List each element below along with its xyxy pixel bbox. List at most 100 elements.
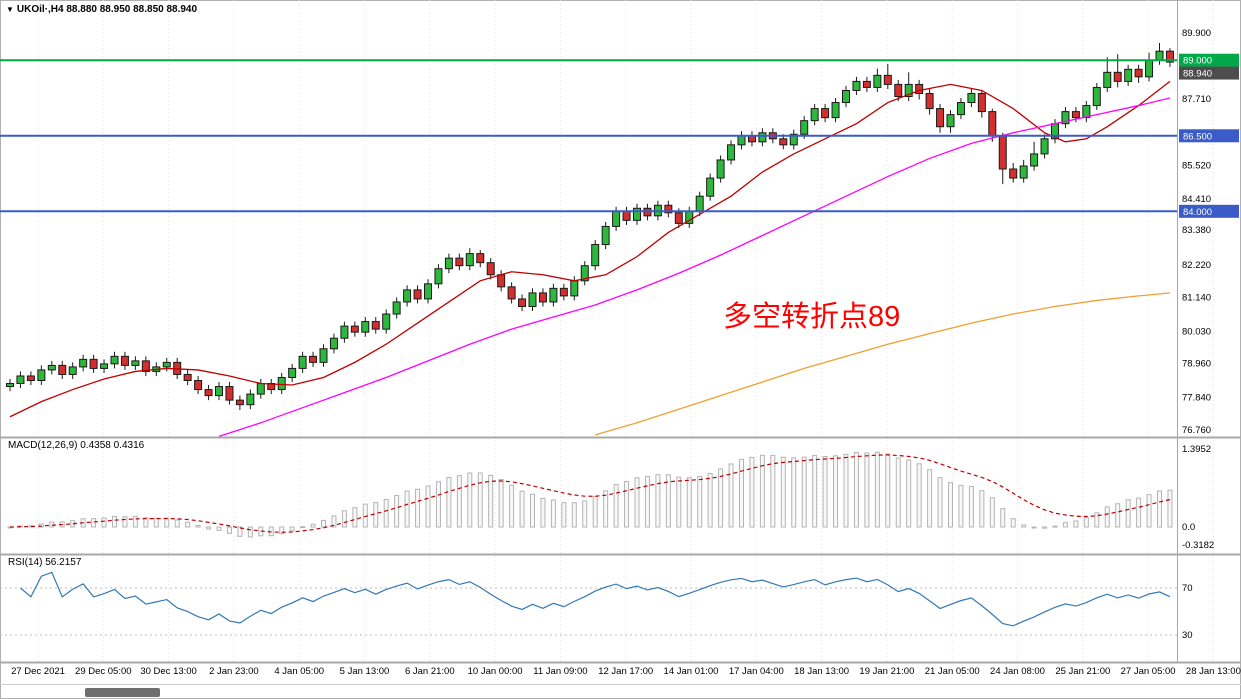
candle-down xyxy=(194,380,203,391)
macd-histogram-bar xyxy=(1083,517,1089,528)
macd-histogram-bar xyxy=(989,497,995,528)
macd-histogram-bar xyxy=(195,525,201,528)
macd-pane[interactable] xyxy=(7,451,1173,538)
candle-down xyxy=(1134,68,1143,78)
candle-down xyxy=(1009,168,1018,179)
candle-up xyxy=(727,144,736,161)
macd-histogram-bar xyxy=(373,502,379,528)
macd-histogram-bar xyxy=(1157,490,1162,528)
candle-up xyxy=(382,313,391,330)
candle-up xyxy=(810,108,819,122)
macd-histogram-bar xyxy=(530,493,535,528)
price-badge-label: 84.000 xyxy=(1183,207,1212,218)
macd-histogram-bar xyxy=(164,517,170,528)
candle-down xyxy=(183,373,192,382)
candle-down xyxy=(936,108,945,128)
candle-down xyxy=(141,360,150,372)
macd-histogram-bar xyxy=(394,495,400,528)
macd-histogram-bar xyxy=(864,452,870,528)
time-tick-label: 21 Jan 05:00 xyxy=(925,666,980,677)
macd-histogram-bar xyxy=(174,519,180,528)
price-tick-label: 87.710 xyxy=(1182,94,1211,105)
macd-histogram-bar xyxy=(247,526,253,538)
candle-down xyxy=(58,364,67,375)
macd-histogram-bar xyxy=(206,526,212,530)
candle-up xyxy=(633,207,641,221)
macd-histogram-bar xyxy=(697,476,703,528)
macd-histogram-bar xyxy=(226,526,232,534)
macd-histogram-bar xyxy=(853,452,859,528)
chart-annotation[interactable]: 多空转折点89 xyxy=(723,301,901,333)
candle-down xyxy=(26,375,35,382)
time-tick-label: 27 Jan 05:00 xyxy=(1121,666,1176,677)
candle-up xyxy=(319,348,328,363)
symbol-dropdown-icon[interactable]: ▼ xyxy=(6,5,14,14)
time-tick-label: 2 Jan 23:00 xyxy=(209,666,259,677)
candle-up xyxy=(1019,165,1028,179)
time-axis[interactable]: 27 Dec 2021 29 Dec 05:00 30 Dec 13:00 2 Jan… xyxy=(0,666,1241,697)
candle-down xyxy=(204,389,213,397)
candle-down xyxy=(89,358,98,369)
macd-histogram-bar xyxy=(404,490,410,528)
macd-histogram-bar xyxy=(101,517,107,528)
candle-up xyxy=(444,257,453,270)
macd-histogram-bar xyxy=(1115,503,1121,528)
macd-histogram-bar xyxy=(759,454,765,528)
candle-up xyxy=(392,301,401,315)
candle-up xyxy=(716,159,725,179)
price-badge-label: 86.500 xyxy=(1183,131,1212,142)
price-badge xyxy=(1179,66,1239,80)
candle-down xyxy=(371,321,380,330)
candle-up xyxy=(246,393,255,406)
macd-histogram-bar xyxy=(321,519,326,528)
price-tick-label: 84.410 xyxy=(1182,194,1211,205)
macd-histogram-bar xyxy=(979,490,985,528)
symbol-timeframe-label: UKOil·,H4 xyxy=(16,4,64,15)
price-tick-label: 82.220 xyxy=(1182,260,1211,271)
candle-up xyxy=(47,364,56,371)
macd-tick-label: -0.3182 xyxy=(1182,540,1214,551)
candle-up xyxy=(528,292,537,307)
macd-histogram-bar xyxy=(613,484,619,528)
price-badge xyxy=(1179,204,1239,218)
candle-down xyxy=(1165,50,1174,63)
candle-up xyxy=(570,280,579,297)
macd-histogram-bar xyxy=(874,451,880,528)
time-tick-label: 11 Jan 09:00 xyxy=(533,666,587,677)
candle-up xyxy=(68,366,77,375)
macd-histogram-bar xyxy=(331,515,337,528)
candle-up xyxy=(298,355,307,369)
rsi-pane[interactable] xyxy=(0,571,1177,636)
price-badge-label: 89.000 xyxy=(1183,56,1212,67)
macd-histogram-bar xyxy=(948,482,953,528)
candle-up xyxy=(37,369,46,382)
macd-histogram-bar xyxy=(456,475,462,528)
macd-histogram-bar xyxy=(634,477,640,528)
candle-up xyxy=(904,83,913,97)
candle-up xyxy=(612,210,621,227)
scrollbar-thumb[interactable] xyxy=(85,688,160,697)
candle-up xyxy=(340,325,349,339)
candle-up xyxy=(79,358,88,368)
macd-histogram-bar xyxy=(1021,524,1027,528)
rsi-tick-label: 30 xyxy=(1182,630,1193,641)
macd-histogram-bar xyxy=(895,457,901,528)
candle-down xyxy=(883,74,892,85)
macd-histogram-bar xyxy=(1136,497,1142,528)
candle-up xyxy=(852,80,861,91)
macd-histogram-bar xyxy=(1042,526,1048,529)
price-badge-label: 88.940 xyxy=(1183,69,1212,80)
candle-down xyxy=(486,262,495,276)
price-tick-label: 78.960 xyxy=(1182,359,1211,370)
macd-histogram-bar xyxy=(686,477,692,528)
time-tick-label: 14 Jan 01:00 xyxy=(664,666,719,677)
time-tick-label: 4 Jan 05:00 xyxy=(274,666,324,677)
macd-histogram-bar xyxy=(739,458,744,528)
macd-histogram-bar xyxy=(958,484,964,528)
price-axis[interactable]: 89.90088.79087.71086.59085.52084.41083.3… xyxy=(0,0,1241,664)
main-price-pane[interactable] xyxy=(0,43,1177,438)
macd-histogram-bar xyxy=(770,454,776,528)
time-tick-label: 30 Dec 13:00 xyxy=(140,666,197,677)
time-tick-label: 5 Jan 13:00 xyxy=(340,666,390,677)
